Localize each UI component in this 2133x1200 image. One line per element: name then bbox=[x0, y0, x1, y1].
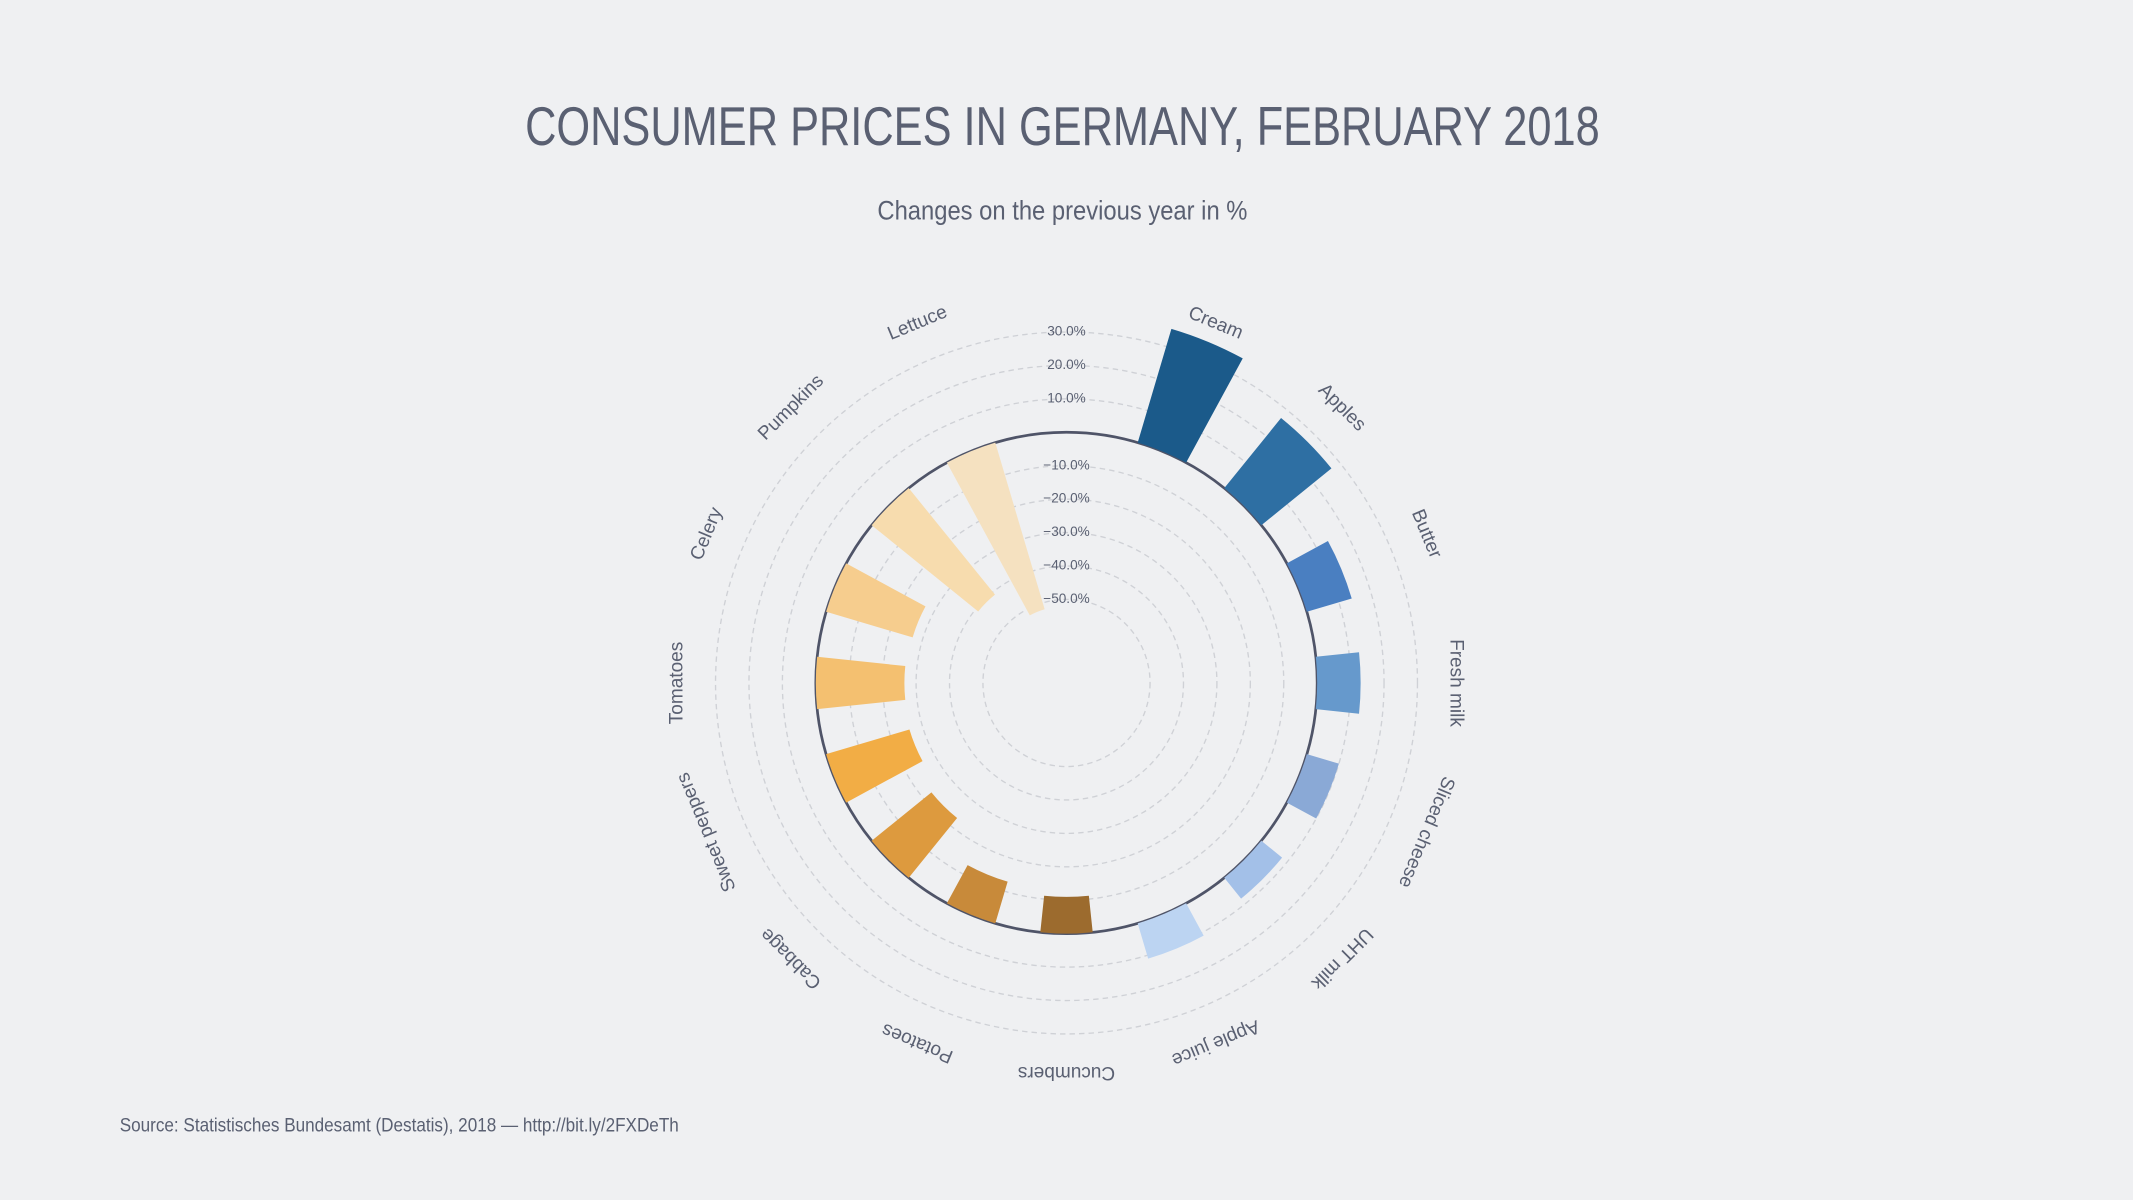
grid-circle bbox=[915, 531, 1218, 835]
tick-label: 20.0% bbox=[1047, 357, 1086, 372]
bar bbox=[1224, 418, 1332, 526]
tick-label: −30.0% bbox=[1043, 524, 1089, 539]
bar bbox=[1040, 895, 1093, 934]
category-label: Butter bbox=[1407, 506, 1446, 562]
grid-circle bbox=[881, 498, 1252, 868]
grid-circle bbox=[982, 598, 1151, 768]
tick-label: −50.0% bbox=[1043, 591, 1089, 606]
category-label: Apple juice bbox=[1169, 1015, 1263, 1070]
grid-circle bbox=[714, 331, 1419, 1035]
category-label: Apples bbox=[1314, 380, 1370, 436]
bar bbox=[826, 729, 923, 803]
tick-label: 30.0% bbox=[1047, 324, 1086, 339]
category-label: Cucumbers bbox=[1018, 1062, 1115, 1083]
bar bbox=[1286, 541, 1352, 612]
bar bbox=[946, 865, 1008, 924]
bar bbox=[1137, 903, 1204, 959]
bar bbox=[946, 442, 1045, 616]
bar bbox=[871, 488, 995, 612]
category-label: UHT milk bbox=[1307, 923, 1377, 993]
tick-label: −10.0% bbox=[1043, 457, 1089, 472]
grid-circle bbox=[948, 565, 1185, 801]
tick-label: −40.0% bbox=[1043, 558, 1089, 573]
category-label: Sliced cheese bbox=[1394, 773, 1459, 891]
bar bbox=[1286, 754, 1339, 819]
bar bbox=[871, 792, 958, 878]
chart-title: CONSUMER PRICES IN GERMANY, FEBRUARY 201… bbox=[525, 96, 1600, 157]
grid-circle bbox=[848, 465, 1285, 901]
bar bbox=[826, 563, 926, 638]
bar bbox=[1315, 652, 1361, 714]
grid-circle bbox=[748, 364, 1385, 1002]
category-label: Potatoes bbox=[879, 1019, 956, 1067]
category-label: Sweet peppers bbox=[673, 769, 741, 894]
category-label: Tomatoes bbox=[666, 642, 687, 725]
category-label: Fresh milk bbox=[1446, 639, 1467, 727]
category-label: Cabbage bbox=[756, 924, 825, 993]
tick-label: 10.0% bbox=[1047, 390, 1086, 405]
chart-subtitle: Changes on the previous year in % bbox=[877, 194, 1247, 225]
bar bbox=[815, 656, 906, 710]
bar bbox=[1224, 840, 1283, 899]
bar bbox=[1137, 328, 1243, 463]
category-label: Pumpkins bbox=[754, 371, 828, 445]
source-note: Source: Statistisches Bundesamt (Destati… bbox=[120, 1115, 679, 1136]
category-label: Celery bbox=[686, 504, 727, 563]
tick-label: −20.0% bbox=[1043, 491, 1089, 506]
category-label: Lettuce bbox=[885, 301, 951, 344]
